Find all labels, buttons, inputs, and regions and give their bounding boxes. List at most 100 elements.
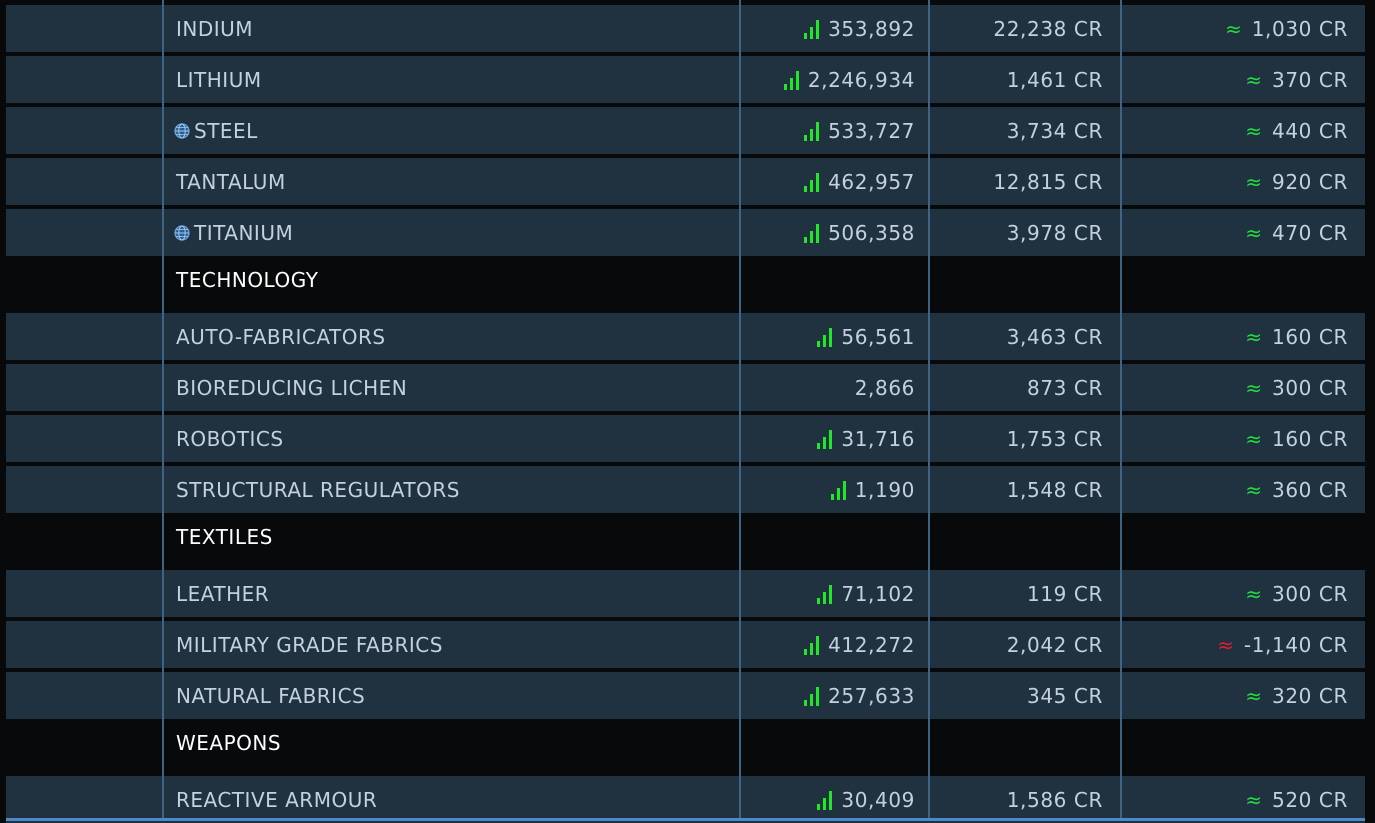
commodity-name-cell: TANTALUM bbox=[176, 158, 736, 205]
commodity-name-cell: LITHIUM bbox=[176, 56, 736, 103]
approx-icon: ≈ bbox=[1245, 324, 1262, 349]
approx-icon: ≈ bbox=[1245, 169, 1262, 194]
commodity-row[interactable]: AUTO-FABRICATORS 56,561 3,463 CR ≈160 CR bbox=[6, 313, 1365, 360]
commodity-row[interactable]: ROBOTICS 31,716 1,753 CR ≈160 CR bbox=[6, 415, 1365, 462]
supply-cell: 71,102 bbox=[742, 570, 915, 617]
commodity-row[interactable]: STEEL 533,727 3,734 CR ≈440 CR bbox=[6, 107, 1365, 154]
commodity-name: ROBOTICS bbox=[176, 426, 284, 451]
supply-value: 412,272 bbox=[828, 632, 915, 657]
supply-trend-icon bbox=[817, 327, 833, 347]
approx-icon: ≈ bbox=[1224, 16, 1242, 41]
commodity-row[interactable]: LEATHER 71,102 119 CR ≈300 CR bbox=[6, 570, 1365, 617]
supply-cell: 353,892 bbox=[742, 5, 915, 52]
profit-cell: ≈470 CR bbox=[1122, 209, 1348, 256]
category-name-cell: WEAPONS bbox=[176, 721, 736, 772]
supply-trend-icon bbox=[783, 70, 799, 90]
profit-cell: ≈520 CR bbox=[1122, 776, 1348, 823]
approx-icon: ≈ bbox=[1217, 632, 1234, 657]
commodity-name: MILITARY GRADE FABRICS bbox=[176, 632, 443, 657]
category-label: TEXTILES bbox=[176, 524, 273, 549]
supply-value: 506,358 bbox=[828, 220, 915, 245]
price-value: 1,461 CR bbox=[1006, 67, 1103, 92]
commodity-row[interactable]: TITANIUM 506,358 3,978 CR ≈470 CR bbox=[6, 209, 1365, 256]
approx-icon: ≈ bbox=[1245, 118, 1262, 143]
supply-value: 2,866 bbox=[854, 375, 915, 400]
supply-value: 2,246,934 bbox=[807, 67, 915, 92]
supply-value: 31,716 bbox=[841, 426, 915, 451]
commodity-row[interactable]: REACTIVE ARMOUR 30,409 1,586 CR ≈520 CR bbox=[6, 776, 1365, 823]
commodity-name: AUTO-FABRICATORS bbox=[176, 324, 386, 349]
supply-cell: 1,190 bbox=[742, 466, 915, 513]
profit-cell: ≈320 CR bbox=[1122, 672, 1348, 719]
price-cell: 345 CR bbox=[931, 672, 1103, 719]
supply-trend-icon bbox=[804, 635, 820, 655]
commodity-row[interactable]: MILITARY GRADE FABRICS 412,272 2,042 CR ≈ -1… bbox=[6, 621, 1365, 668]
profit-value: 440 CR bbox=[1272, 118, 1348, 143]
commodity-row[interactable]: TANTALUM 462,957 12,815 CR ≈920 CR bbox=[6, 158, 1365, 205]
commodity-name: LITHIUM bbox=[176, 67, 262, 92]
supply-cell: 56,561 bbox=[742, 313, 915, 360]
column-divider bbox=[162, 0, 164, 818]
commodity-row[interactable]: BIOREDUCING LICHEN 2,866 873 CR ≈300 CR bbox=[6, 364, 1365, 411]
supply-trend-icon bbox=[817, 584, 833, 604]
supply-cell: 2,866 bbox=[742, 364, 915, 411]
supply-value: 353,892 bbox=[828, 16, 915, 41]
supply-trend-icon bbox=[817, 790, 833, 810]
commodity-name: REACTIVE ARMOUR bbox=[176, 787, 378, 812]
profit-cell: ≈440 CR bbox=[1122, 107, 1348, 154]
supply-value: 30,409 bbox=[841, 787, 915, 812]
supply-trend-icon bbox=[804, 172, 820, 192]
supply-cell: 533,727 bbox=[742, 107, 915, 154]
price-cell: 873 CR bbox=[931, 364, 1103, 411]
supply-cell: 2,246,934 bbox=[742, 56, 915, 103]
supply-cell: 506,358 bbox=[742, 209, 915, 256]
commodity-name: STRUCTURAL REGULATORS bbox=[176, 477, 460, 502]
profit-cell: ≈1,030 CR bbox=[1122, 5, 1348, 52]
profit-cell: ≈160 CR bbox=[1122, 415, 1348, 462]
category-name-cell: TECHNOLOGY bbox=[176, 258, 736, 309]
profit-value: 920 CR bbox=[1272, 169, 1348, 194]
approx-icon: ≈ bbox=[1245, 375, 1262, 400]
profit-value: 160 CR bbox=[1272, 426, 1348, 451]
commodity-name: BIOREDUCING LICHEN bbox=[176, 375, 408, 400]
category-label: WEAPONS bbox=[176, 730, 282, 755]
column-divider bbox=[928, 0, 930, 818]
commodity-row[interactable]: STRUCTURAL REGULATORS 1,190 1,548 CR ≈360 C… bbox=[6, 466, 1365, 513]
supply-cell: 462,957 bbox=[742, 158, 915, 205]
commodity-name-cell: ROBOTICS bbox=[176, 415, 736, 462]
commodity-name-cell: NATURAL FABRICS bbox=[176, 672, 736, 719]
price-cell: 3,978 CR bbox=[931, 209, 1103, 256]
commodity-name-cell: INDIUM bbox=[176, 5, 736, 52]
supply-value: 462,957 bbox=[828, 169, 915, 194]
commodity-row[interactable]: INDIUM 353,892 22,238 CR ≈1,030 CR bbox=[6, 5, 1365, 52]
profit-value: -1,140 CR bbox=[1243, 632, 1348, 657]
supply-value: 533,727 bbox=[828, 118, 915, 143]
commodity-name-cell: TITANIUM bbox=[174, 209, 736, 256]
profit-cell: ≈300 CR bbox=[1122, 364, 1348, 411]
supply-cell: 30,409 bbox=[742, 776, 915, 823]
profit-cell: ≈ -1,140 CR bbox=[1122, 621, 1348, 668]
profit-value: 520 CR bbox=[1272, 787, 1348, 812]
commodity-row[interactable]: NATURAL FABRICS 257,633 345 CR ≈320 CR bbox=[6, 672, 1365, 719]
column-divider bbox=[1120, 0, 1122, 818]
commodity-row[interactable]: LITHIUM 2,246,934 1,461 CR ≈370 CR bbox=[6, 56, 1365, 103]
category-row: TEXTILES bbox=[6, 515, 1365, 566]
approx-icon: ≈ bbox=[1245, 683, 1262, 708]
profit-cell: ≈160 CR bbox=[1122, 313, 1348, 360]
supply-trend-icon bbox=[804, 223, 820, 243]
price-cell: 2,042 CR bbox=[931, 621, 1103, 668]
profit-value: 370 CR bbox=[1272, 67, 1348, 92]
supply-cell: 31,716 bbox=[742, 415, 915, 462]
commodity-name-cell: LEATHER bbox=[176, 570, 736, 617]
price-value: 3,734 CR bbox=[1006, 118, 1103, 143]
price-cell: 1,753 CR bbox=[931, 415, 1103, 462]
approx-icon: ≈ bbox=[1245, 220, 1262, 245]
commodity-name: NATURAL FABRICS bbox=[176, 683, 366, 708]
supply-cell: 412,272 bbox=[742, 621, 915, 668]
globe-icon bbox=[174, 224, 190, 241]
commodity-name: STEEL bbox=[194, 118, 258, 143]
supply-value: 257,633 bbox=[828, 683, 915, 708]
price-cell: 119 CR bbox=[931, 570, 1103, 617]
profit-cell: ≈370 CR bbox=[1122, 56, 1348, 103]
